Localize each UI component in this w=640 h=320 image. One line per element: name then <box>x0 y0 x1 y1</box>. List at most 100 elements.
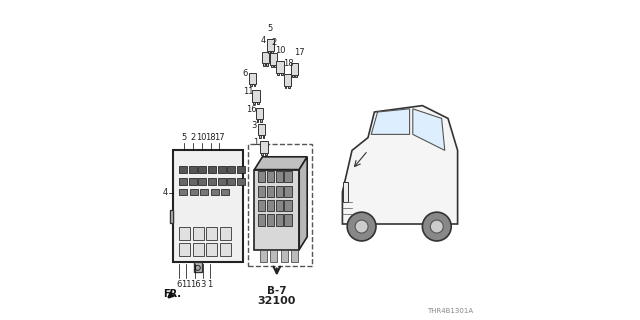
Bar <box>179 166 187 173</box>
Text: 3: 3 <box>200 280 206 289</box>
Bar <box>258 171 265 182</box>
Bar <box>265 153 267 155</box>
Bar <box>271 51 273 53</box>
Bar <box>258 186 265 197</box>
Bar <box>254 170 300 250</box>
Text: 17: 17 <box>294 48 305 57</box>
Bar <box>257 102 259 104</box>
Bar <box>261 153 263 155</box>
Bar <box>285 214 292 226</box>
Bar <box>208 178 216 185</box>
Text: 11: 11 <box>243 87 253 96</box>
Bar <box>262 52 269 63</box>
Text: 5: 5 <box>268 24 273 33</box>
Bar <box>259 135 261 138</box>
Bar <box>277 73 279 75</box>
Bar <box>267 200 274 211</box>
Bar <box>253 84 255 86</box>
Text: 10: 10 <box>196 133 207 142</box>
Bar <box>258 214 265 226</box>
Bar <box>262 135 264 138</box>
Bar <box>292 75 294 77</box>
Text: 18: 18 <box>283 59 293 68</box>
Text: FR.: FR. <box>163 289 181 300</box>
Bar <box>275 171 283 182</box>
Bar <box>288 86 290 88</box>
Text: 32100: 32100 <box>258 296 296 306</box>
Bar <box>275 200 283 211</box>
Text: 6: 6 <box>177 280 182 289</box>
Text: 1: 1 <box>253 138 259 147</box>
Text: 4: 4 <box>162 188 168 197</box>
Bar <box>189 189 198 195</box>
Bar <box>218 166 226 173</box>
Bar <box>259 124 266 135</box>
Bar <box>285 186 292 197</box>
Bar <box>221 189 230 195</box>
Bar <box>285 200 292 211</box>
Bar <box>285 86 287 88</box>
Circle shape <box>355 220 368 233</box>
Polygon shape <box>300 157 307 250</box>
Text: 3: 3 <box>251 121 257 130</box>
Circle shape <box>195 265 200 270</box>
Bar <box>220 243 230 256</box>
Bar <box>211 189 219 195</box>
Bar <box>179 243 191 256</box>
Bar <box>253 102 255 104</box>
Bar <box>252 90 260 102</box>
Bar <box>276 61 284 73</box>
Polygon shape <box>254 157 307 170</box>
Bar <box>179 189 187 195</box>
Bar <box>194 262 202 272</box>
Text: 4: 4 <box>260 36 266 45</box>
Bar <box>268 51 269 53</box>
Bar <box>227 178 236 185</box>
Bar <box>291 63 298 75</box>
Bar <box>206 243 218 256</box>
Bar <box>250 84 252 86</box>
Bar <box>170 211 173 223</box>
Text: 5: 5 <box>181 133 187 142</box>
Bar <box>227 166 236 173</box>
Bar <box>200 189 209 195</box>
Circle shape <box>422 212 451 241</box>
Bar <box>179 178 187 185</box>
Bar <box>263 63 265 66</box>
Bar <box>258 200 265 211</box>
Bar <box>295 75 297 77</box>
Polygon shape <box>413 109 445 150</box>
Bar <box>266 63 268 66</box>
Bar <box>267 186 274 197</box>
Bar <box>257 119 259 122</box>
Bar <box>267 39 274 51</box>
Text: 16: 16 <box>190 280 200 289</box>
Text: 1: 1 <box>207 280 212 289</box>
Polygon shape <box>342 106 458 224</box>
Bar <box>237 178 245 185</box>
Circle shape <box>430 220 444 233</box>
Bar <box>208 166 216 173</box>
Bar <box>189 178 197 185</box>
Bar <box>275 214 283 226</box>
Bar <box>275 186 283 197</box>
Bar <box>291 250 298 262</box>
Bar <box>285 171 292 182</box>
Text: 2: 2 <box>271 38 276 47</box>
Polygon shape <box>371 109 410 134</box>
Text: THR4B1301A: THR4B1301A <box>428 308 474 314</box>
Text: 18: 18 <box>205 133 216 142</box>
Bar <box>270 53 277 65</box>
Bar <box>193 227 204 240</box>
Bar <box>218 178 226 185</box>
Text: 10: 10 <box>275 46 285 55</box>
Bar <box>260 250 268 262</box>
Bar <box>275 65 276 67</box>
Bar <box>198 178 206 185</box>
Text: B-7: B-7 <box>267 286 287 296</box>
Bar <box>220 227 230 240</box>
Bar <box>256 108 263 119</box>
Bar <box>343 182 348 202</box>
Bar <box>260 119 262 122</box>
Text: 11: 11 <box>181 280 191 289</box>
